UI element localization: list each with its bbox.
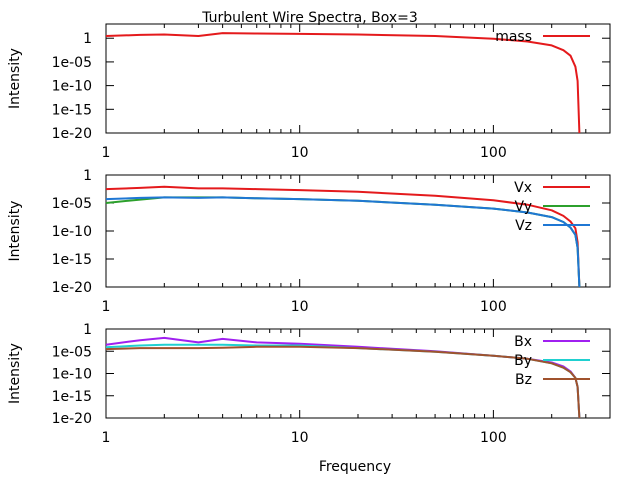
series-vz-line <box>105 196 581 288</box>
y-tick-label: 1e-10 <box>52 367 92 383</box>
y-axis-label: Intensity <box>7 343 23 404</box>
y-tick-label: 1e-15 <box>52 252 92 268</box>
legend-vx-label: Vx <box>514 180 532 196</box>
series-vx-line <box>105 185 581 288</box>
legend-bz-label: Bz <box>515 372 532 388</box>
y-tick-label: 1e-20 <box>52 280 92 296</box>
y-tick-label: 1e-20 <box>52 126 92 142</box>
legend-mass-label: mass <box>495 29 532 45</box>
legend-by-label: By <box>514 353 532 369</box>
x-tick-label: 1 <box>102 299 111 315</box>
panel-3: 1 10 100 1e-20 1e-15 1e-10 1e-05 1 Intensity Bx By… <box>7 322 611 446</box>
x-tick-label: 100 <box>480 430 507 446</box>
plot-frame <box>105 23 611 134</box>
y-tick-label: 1 <box>83 168 92 184</box>
y-tick-label: 1e-10 <box>52 224 92 240</box>
y-tick-label: 1e-05 <box>52 344 92 360</box>
legend-vz-label: Vz <box>515 218 532 234</box>
legend-bx-label: Bx <box>514 334 532 350</box>
y-tick-label: 1 <box>83 322 92 338</box>
series-by-line <box>105 343 581 419</box>
figure-title: Turbulent Wire Spectra, Box=3 <box>201 10 418 26</box>
panel-2: 1 10 100 1e-20 1e-15 1e-10 1e-05 1 Intensity Vx Vy… <box>7 168 611 315</box>
x-tick-label: 10 <box>291 299 309 315</box>
x-tick-label: 10 <box>291 430 309 446</box>
y-axis-label: Intensity <box>7 48 23 109</box>
y-tick-label: 1e-20 <box>52 411 92 427</box>
series-bz-line <box>105 345 581 419</box>
plot-frame <box>105 328 611 419</box>
y-tick-label: 1e-05 <box>52 196 92 212</box>
x-tick-label: 100 <box>480 299 507 315</box>
x-tick-label: 1 <box>102 430 111 446</box>
y-tick-label: 1 <box>83 31 92 47</box>
x-tick-label: 10 <box>291 145 309 161</box>
x-tick-label: 1 <box>102 145 111 161</box>
x-tick-label: 100 <box>480 145 507 161</box>
y-tick-label: 1e-15 <box>52 389 92 405</box>
panels: 1 10 100 1e-20 1e-15 1e-10 1e-05 1 Intensity mass… <box>7 23 611 446</box>
x-axis-label: Frequency <box>319 459 391 475</box>
legend-vy-label: Vy <box>515 199 533 215</box>
panel-1: 1 10 100 1e-20 1e-15 1e-10 1e-05 1 Intensity mass <box>7 23 611 161</box>
y-tick-label: 1e-10 <box>52 79 92 95</box>
series-mass-line <box>105 32 581 134</box>
y-tick-label: 1e-05 <box>52 55 92 71</box>
y-tick-label: 1e-15 <box>52 102 92 118</box>
y-axis-label: Intensity <box>7 201 23 262</box>
series-bx-line <box>105 336 581 419</box>
